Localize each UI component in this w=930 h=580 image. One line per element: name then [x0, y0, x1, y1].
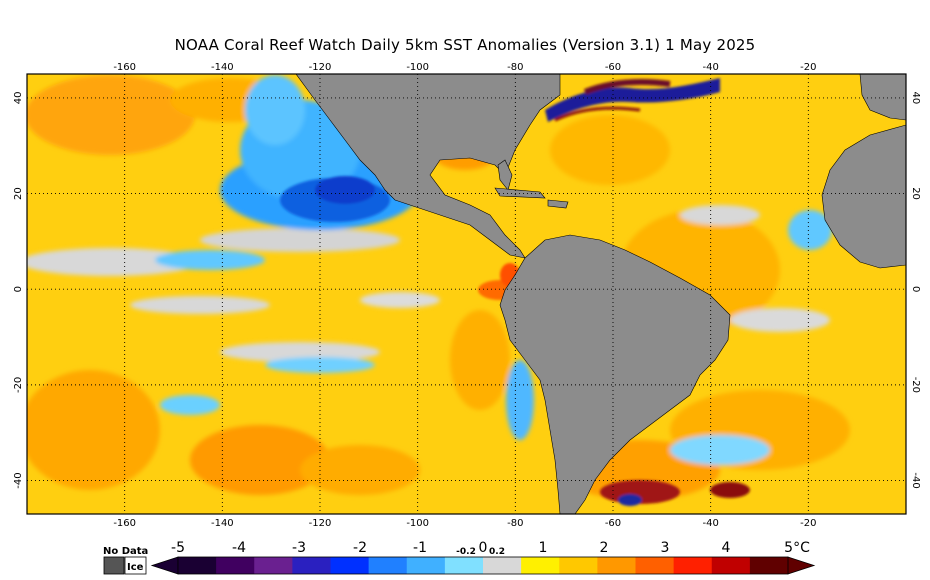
colorbar-label: 0 — [479, 540, 488, 556]
lon-tick-bottom: -60 — [605, 518, 621, 529]
lon-tick-top: -100 — [406, 62, 429, 73]
legend-no-data: No Data Ice — [103, 546, 148, 575]
north-america — [295, 74, 561, 259]
colorbar-label: -3 — [292, 540, 306, 556]
lat-labels-right: 40 20 0 -20 -40 — [910, 92, 921, 489]
graticule — [27, 74, 906, 514]
lat-tick-right: 20 — [910, 187, 921, 200]
colorbar-swatch — [292, 557, 331, 574]
africa — [821, 124, 906, 269]
lon-tick-top: -120 — [309, 62, 332, 73]
lon-labels-bottom: -160 -140 -120 -100 -80 -60 -40 -20 — [113, 518, 816, 529]
colorbar-label: -1 — [413, 540, 427, 556]
map-field — [27, 74, 906, 514]
lon-tick-top: -140 — [211, 62, 234, 73]
lat-tick-right: -20 — [910, 377, 921, 393]
lon-tick-bottom: -20 — [800, 518, 816, 529]
colorbar-label: 1 — [539, 540, 548, 556]
lon-tick-bottom: -140 — [211, 518, 234, 529]
lat-tick-left: 20 — [13, 187, 24, 200]
colorbar-label: 4 — [722, 540, 731, 556]
colorbar-swatch — [368, 557, 408, 574]
colorbar-swatch — [406, 557, 446, 574]
colorbar: -5 -4 -3 -2 -1 -0.2 0 0.2 1 2 3 4 5°C — [150, 540, 816, 575]
lat-tick-left: -20 — [13, 377, 24, 393]
lon-tick-top: -40 — [702, 62, 718, 73]
ice-swatch — [124, 556, 147, 575]
colorbar-label: 0.2 — [489, 547, 505, 557]
colorbar-min-arrow — [150, 556, 179, 575]
colorbar-swatch — [178, 557, 217, 574]
lon-tick-top: -80 — [507, 62, 523, 73]
legend-no-data-label: No Data — [103, 546, 148, 557]
colorbar-frame — [177, 556, 789, 575]
colorbar-label: 5°C — [784, 540, 810, 556]
colorbar-max-arrow — [787, 556, 816, 575]
colorbar-swatch — [749, 557, 789, 574]
lat-tick-left: -40 — [13, 472, 24, 488]
lon-tick-bottom: -160 — [113, 518, 136, 529]
lon-labels-top: -160 -140 -120 -100 -80 -60 -40 -20 — [113, 62, 816, 73]
lon-tick-bottom: -80 — [507, 518, 523, 529]
lon-tick-bottom: -100 — [406, 518, 429, 529]
colorbar-swatch — [521, 557, 560, 574]
colorbar-swatch — [483, 557, 522, 574]
land-masses — [295, 74, 906, 514]
hispaniola — [547, 199, 569, 209]
colorbar-swatch — [330, 557, 370, 574]
lat-tick-left: 40 — [13, 92, 24, 105]
florida — [497, 159, 513, 191]
lon-tick-bottom: -120 — [309, 518, 332, 529]
colorbar-swatch — [711, 557, 751, 574]
no-data-swatch — [103, 556, 125, 575]
colorbar-label: 3 — [661, 540, 670, 556]
colorbar-label: 2 — [600, 540, 609, 556]
lat-tick-right: 40 — [910, 92, 921, 105]
colorbar-swatch — [444, 557, 484, 574]
map-title: NOAA Coral Reef Watch Daily 5km SST Anom… — [174, 36, 756, 54]
colorbar-label: -2 — [353, 540, 367, 556]
iberia — [859, 74, 906, 121]
colorbar-label: -0.2 — [456, 547, 476, 557]
colorbar-swatch — [635, 557, 675, 574]
colorbar-swatch — [559, 557, 598, 574]
colorbar-label: -4 — [232, 540, 246, 556]
cuba — [494, 187, 546, 199]
map-frame — [26, 73, 907, 515]
lat-tick-left: 0 — [13, 286, 24, 292]
colorbar-swatch — [216, 557, 255, 574]
colorbar-swatch — [673, 557, 713, 574]
lon-tick-top: -160 — [113, 62, 136, 73]
lon-tick-top: -60 — [605, 62, 621, 73]
colorbar-label: -5 — [171, 540, 185, 556]
legend-ice-label: Ice — [127, 562, 144, 573]
lat-labels-left: 40 20 0 -20 -40 — [13, 92, 24, 489]
lon-tick-top: -20 — [800, 62, 816, 73]
colorbar-swatch — [254, 557, 293, 574]
lon-tick-bottom: -40 — [702, 518, 718, 529]
lat-tick-right: -40 — [910, 472, 921, 488]
lat-tick-right: 0 — [910, 286, 921, 292]
colorbar-swatch — [597, 557, 636, 574]
